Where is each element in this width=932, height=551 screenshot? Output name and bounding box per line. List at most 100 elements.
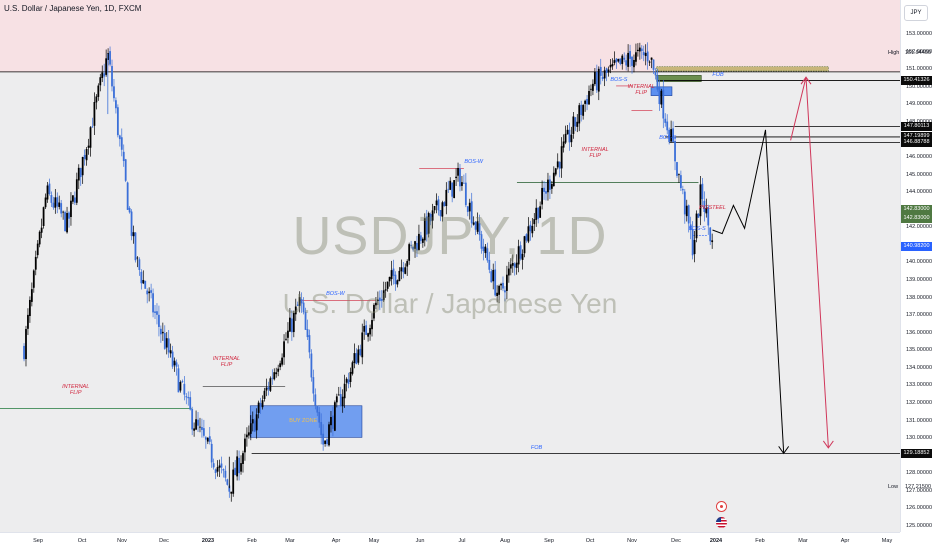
candle-body <box>703 200 706 212</box>
price-chart[interactable] <box>0 0 900 532</box>
candle-body <box>122 151 125 162</box>
candle-body <box>271 377 274 379</box>
candle-body <box>609 64 612 68</box>
price-tick: 142.00000 <box>906 224 932 231</box>
time-tick: Sep <box>33 538 43 544</box>
candle-body <box>431 210 434 221</box>
high-value: 151.94400 <box>905 49 931 56</box>
candle-body <box>134 232 137 261</box>
candle-body <box>586 98 588 105</box>
candle-body <box>212 463 215 468</box>
candle-body <box>335 396 338 403</box>
price-tick: 136.00000 <box>906 329 932 336</box>
candle-body <box>597 68 600 92</box>
candle-body <box>300 299 303 304</box>
candle-body <box>60 203 63 214</box>
candle-body <box>302 302 305 313</box>
candle-body <box>390 270 393 280</box>
time-tick: Apr <box>331 538 341 544</box>
candle-body <box>359 348 362 356</box>
candle-body <box>109 51 111 65</box>
candle-body <box>605 68 608 74</box>
candle-body <box>705 207 708 214</box>
candle-body <box>118 135 121 140</box>
candle-body <box>48 183 51 195</box>
candle-body <box>549 179 551 190</box>
time-axis[interactable] <box>0 532 900 551</box>
candle-body <box>343 383 346 399</box>
candle-body <box>619 58 622 65</box>
candle-body <box>152 293 154 313</box>
candle-body <box>615 58 618 63</box>
candle-body <box>115 100 117 109</box>
candle-body <box>93 101 96 126</box>
price-axis[interactable]: 153.00000 152.00000 151.00000 150.00000 149.… <box>900 0 932 532</box>
price-tick: 150.00000 <box>906 83 932 90</box>
price-tag: 150.41326 <box>901 75 932 85</box>
candle-body <box>25 329 27 360</box>
time-tick: Oct <box>77 538 87 544</box>
candle-body <box>116 107 119 136</box>
time-tick: Dec <box>671 538 681 544</box>
candle-body <box>547 179 549 193</box>
candle-body <box>210 443 213 463</box>
price-tick: 140.00000 <box>906 259 932 266</box>
candle-body <box>95 96 98 103</box>
candle-body <box>560 146 563 169</box>
candle-body <box>314 394 317 406</box>
candle-body <box>646 51 649 62</box>
candle-body <box>197 419 199 426</box>
candle-body <box>570 134 573 143</box>
candle-body <box>124 159 127 181</box>
candle-body <box>492 269 495 282</box>
candle-body <box>292 312 295 333</box>
candle-body <box>169 350 172 354</box>
annotation-label: INTERNAL FLIP <box>62 384 90 397</box>
time-tick: Dec <box>159 538 169 544</box>
annotation-label: BOS-S <box>610 76 628 83</box>
candle-body <box>562 141 565 148</box>
candle-body <box>265 387 268 391</box>
candle-body <box>249 423 252 434</box>
time-tick: 2023 <box>201 538 215 544</box>
projection-arrowhead-1 <box>778 446 790 455</box>
candle-body <box>654 71 657 76</box>
candle-body <box>437 199 440 211</box>
candle-body <box>232 469 235 494</box>
candle-body <box>91 126 94 128</box>
candle-body <box>273 372 276 380</box>
watermark-symbol: USDJPY, 1D <box>292 206 608 266</box>
plot-area[interactable]: U.S. Dollar / Japanese Yen, 1D, FXCM USD… <box>0 0 900 532</box>
candle-body <box>316 406 319 413</box>
candle-body <box>27 314 29 329</box>
candle-body <box>584 100 587 104</box>
currency-button[interactable]: JPY <box>904 5 928 21</box>
candle-body <box>472 222 475 225</box>
candle-body <box>236 456 239 477</box>
candle-body <box>519 245 522 259</box>
candle-body <box>439 210 442 217</box>
price-tick: 145.00000 <box>906 171 932 178</box>
candle-body <box>308 335 311 353</box>
projection-layer <box>712 76 834 455</box>
candle-body <box>175 362 178 367</box>
candle-body <box>275 372 278 375</box>
candle-body <box>99 77 102 86</box>
candle-body <box>193 428 196 431</box>
us-flag-icon[interactable] <box>716 517 727 528</box>
candle-body <box>113 86 115 99</box>
candle-body <box>396 280 399 285</box>
candle-body <box>332 415 334 429</box>
alert-icon[interactable] <box>716 501 727 512</box>
candle-body <box>552 172 555 187</box>
candle-body <box>644 52 647 57</box>
candle-body <box>320 422 323 436</box>
candle-body <box>408 244 411 261</box>
plot-background <box>0 0 900 532</box>
candle-body <box>414 241 416 249</box>
candle-body <box>554 168 557 175</box>
candle-body <box>120 137 123 150</box>
candle-body <box>525 234 528 241</box>
candle-body <box>371 320 373 330</box>
price-tick: 146.00000 <box>906 154 932 160</box>
